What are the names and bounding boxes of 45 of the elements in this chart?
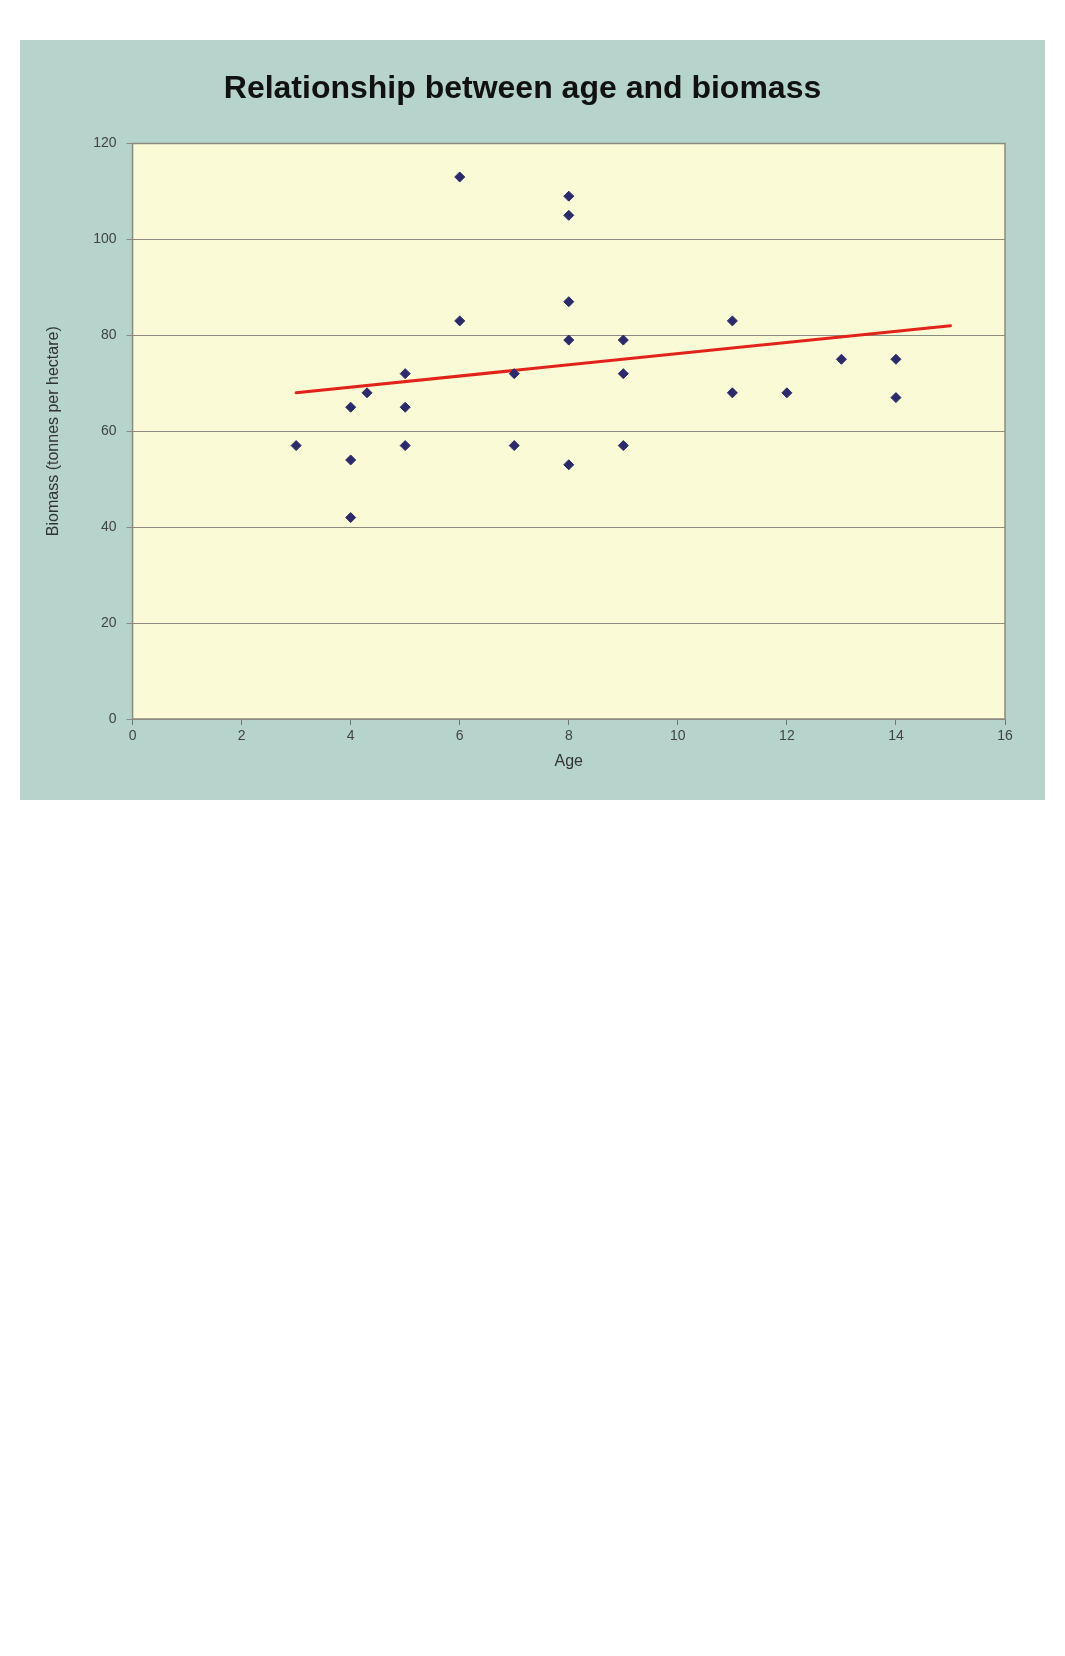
x-axis-title: Age: [554, 751, 584, 769]
point: [345, 401, 357, 413]
point: [563, 334, 575, 346]
y-tick-label: 100: [93, 230, 117, 247]
x-tick-label: 2: [237, 727, 246, 744]
point: [399, 368, 411, 380]
point: [345, 454, 357, 466]
y-tick-label: 20: [100, 613, 117, 630]
x-tick-label: 0: [128, 727, 137, 744]
y-tick-label: 40: [100, 517, 117, 534]
x-tick-label: 12: [779, 727, 795, 744]
point: [617, 334, 629, 346]
x-tick-label: 14: [888, 727, 904, 744]
x-tick-label: 16: [997, 727, 1013, 744]
point: [361, 387, 373, 399]
point: [454, 315, 466, 327]
point: [617, 368, 629, 380]
y-tick-label: 60: [100, 422, 117, 439]
point: [890, 392, 902, 404]
point: [890, 353, 902, 365]
point: [726, 315, 738, 327]
chart-title: Relationship between age and biomass: [223, 69, 822, 106]
point: [345, 512, 357, 524]
y-axis-title: Biomass (tonnes per hectare): [44, 326, 62, 537]
point: [290, 440, 302, 452]
point: [563, 459, 575, 471]
point: [617, 440, 629, 452]
point: [563, 209, 575, 221]
point: [726, 387, 738, 399]
y-tick-label: 80: [100, 326, 117, 343]
y-tick-label: 0: [108, 709, 117, 726]
point: [563, 190, 575, 202]
x-tick-label: 4: [346, 727, 355, 744]
x-tick-label: 6: [455, 727, 464, 744]
point: [835, 353, 847, 365]
point: [508, 368, 520, 380]
point: [454, 171, 466, 183]
x-tick-label: 10: [670, 727, 686, 744]
point: [508, 440, 520, 452]
x-tick-label: 8: [564, 727, 573, 744]
y-tick-label: 120: [93, 134, 117, 151]
point: [399, 401, 411, 413]
point: [399, 440, 411, 452]
point: [563, 296, 575, 308]
point: [781, 387, 793, 399]
